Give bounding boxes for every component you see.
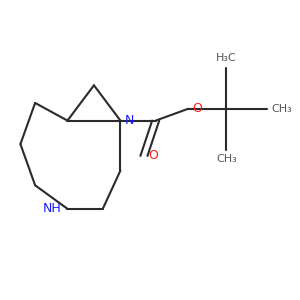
Text: O: O <box>193 102 202 115</box>
Text: O: O <box>148 149 158 162</box>
Text: N: N <box>125 114 134 127</box>
Text: CH₃: CH₃ <box>216 154 237 164</box>
Text: H₃C: H₃C <box>216 53 237 63</box>
Text: CH₃: CH₃ <box>272 104 292 114</box>
Text: NH: NH <box>43 202 62 215</box>
